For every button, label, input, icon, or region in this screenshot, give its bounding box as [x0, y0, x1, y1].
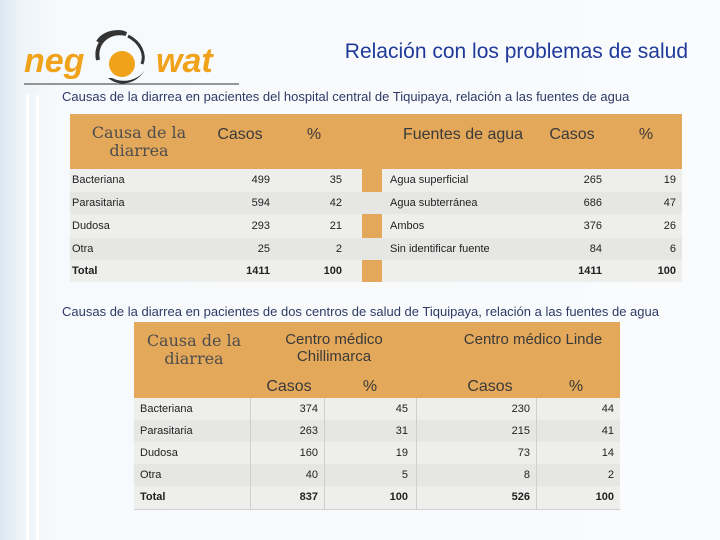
health-centers-table: Causa de la diarrea Centro médico Chilli… [134, 322, 620, 510]
cell-pct2: 26 [663, 220, 676, 232]
table-row: Dudosa 293 21 Ambos 376 26 [70, 215, 682, 237]
cell-cause: Dudosa [72, 220, 110, 232]
cell-cases2: 376 [583, 220, 602, 232]
header-pct: % [306, 126, 322, 143]
cell-cases2: 686 [583, 197, 602, 209]
cell-pct2: 100 [657, 265, 676, 277]
cell-source: Sin identificar fuente [390, 243, 490, 255]
cell-cases2: 84 [589, 243, 602, 255]
cell-pct1: 19 [395, 447, 408, 459]
cell-pct: 100 [323, 265, 342, 277]
header-source: Fuentes de agua [402, 126, 524, 143]
cell-pct: 42 [329, 197, 342, 209]
cell-pct1: 5 [401, 469, 408, 481]
cell-cases2: 215 [511, 425, 530, 437]
cell-cases1: 160 [299, 447, 318, 459]
cell-cause: Otra [140, 469, 162, 481]
cell-cases: 594 [251, 197, 270, 209]
header-cases2: Casos [467, 378, 513, 395]
header-cases1: Casos [266, 378, 312, 395]
header-cause: Causa de la diarrea [91, 123, 187, 160]
total-row: Total 1411 100 1411 100 [70, 260, 682, 282]
cell-pct1: 31 [395, 425, 408, 437]
column-divider [536, 398, 537, 510]
cell-cause: Parasitaria [140, 425, 193, 437]
cell-cases2: 230 [511, 403, 530, 415]
cell-pct2: 41 [601, 425, 614, 437]
cell-cause: Dudosa [140, 447, 178, 459]
hospital-table-header [70, 114, 682, 169]
cell-cases1: 374 [299, 403, 318, 415]
header-cases: Casos [217, 126, 263, 143]
cell-pct2: 2 [607, 469, 614, 481]
section2-subtitle: Causas de la diarrea en pacientes de dos… [62, 304, 659, 319]
cell-source: Agua superficial [390, 174, 469, 186]
cell-pct2: 6 [669, 243, 676, 255]
cell-pct2: 14 [601, 447, 614, 459]
column-divider [416, 398, 417, 510]
header-pct1: % [362, 378, 378, 395]
cell-cause: Total [140, 491, 166, 503]
header-cause: Causa de la diarrea [146, 331, 242, 368]
decorative-stripe [26, 95, 29, 540]
header-pct2: % [638, 126, 654, 143]
cell-cause: Parasitaria [72, 197, 125, 209]
cell-cause: Otra [72, 243, 94, 255]
cell-pct: 35 [329, 174, 342, 186]
cell-pct1: 45 [395, 403, 408, 415]
cell-cases1: 40 [305, 469, 318, 481]
decorative-stripe [36, 95, 39, 540]
cell-cases2: 8 [523, 469, 530, 481]
cell-cases1: 263 [299, 425, 318, 437]
table-row: Bacteriana 499 35 Agua superficial 265 1… [70, 169, 682, 191]
cell-source: Ambos [390, 220, 425, 232]
cell-pct: 2 [335, 243, 342, 255]
total-row: Total 837 100 526 100 [134, 486, 620, 508]
column-divider [250, 398, 251, 510]
table-row: Otra 40 5 8 2 [134, 464, 620, 486]
cell-cases1: 837 [299, 491, 318, 503]
section1-subtitle: Causas de la diarrea en pacientes del ho… [62, 89, 630, 104]
cell-cases2: 1411 [578, 265, 602, 277]
cell-cause: Bacteriana [72, 174, 125, 186]
cell-pct2: 19 [663, 174, 676, 186]
cell-cases: 1411 [246, 265, 270, 277]
table-row: Parasitaria 594 42 Agua subterránea 686 … [70, 192, 682, 214]
table-row: Otra 25 2 Sin identificar fuente 84 6 [70, 238, 682, 260]
table-row: Bacteriana 374 45 230 44 [134, 398, 620, 420]
page-title: Relación con los problemas de salud [344, 40, 688, 63]
cell-cases2: 526 [511, 491, 530, 503]
table-row: Dudosa 160 19 73 14 [134, 442, 620, 464]
logo-left-text: neg [24, 42, 85, 80]
cell-pct2: 100 [595, 491, 614, 503]
column-divider [324, 398, 325, 510]
header-pct2: % [568, 378, 584, 395]
cell-pct2: 47 [663, 197, 676, 209]
cell-pct: 21 [329, 220, 342, 232]
logo-right-text: wat [156, 42, 214, 80]
cell-cause: Total [72, 265, 98, 277]
cell-cause: Bacteriana [140, 403, 193, 415]
cell-cases2: 265 [583, 174, 602, 186]
table-row: Parasitaria 263 31 215 41 [134, 420, 620, 442]
hospital-table: Causa de la diarrea Casos % Fuentes de a… [70, 114, 682, 282]
cell-source: Agua subterránea [390, 197, 478, 209]
header-center2: Centro médico Linde [463, 331, 603, 348]
cell-cases: 25 [257, 243, 270, 255]
table-bottom-line [134, 509, 620, 510]
cell-cases: 293 [251, 220, 270, 232]
negowat-logo: neg wat [24, 30, 239, 85]
header-cases2: Casos [549, 126, 595, 143]
cell-cases: 499 [251, 174, 270, 186]
water-drop-logo-icon [95, 30, 146, 84]
header-center1: Centro médico Chillimarca [285, 331, 383, 365]
health-centers-header [134, 322, 620, 398]
cell-pct2: 44 [601, 403, 614, 415]
cell-pct1: 100 [389, 491, 408, 503]
cell-cases2: 73 [517, 447, 530, 459]
